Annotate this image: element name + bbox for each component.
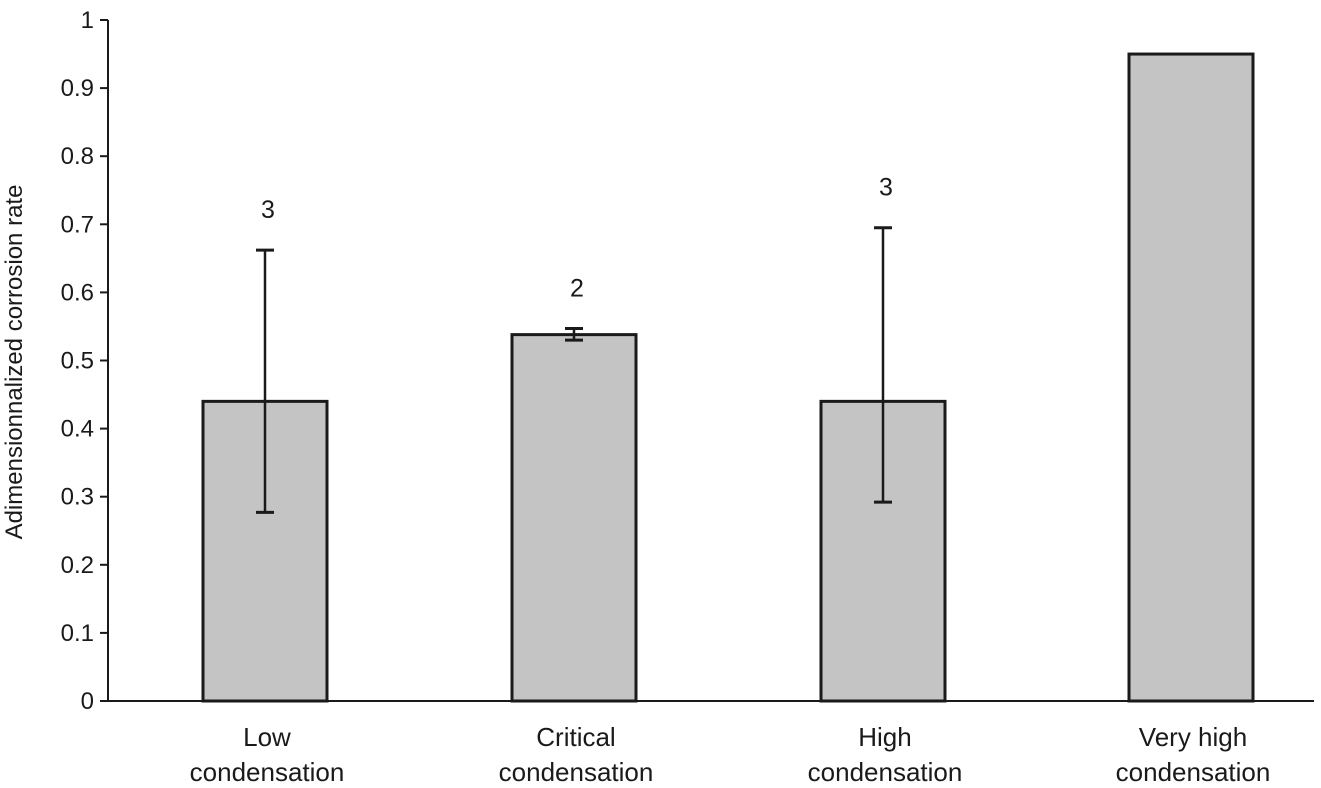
y-tick-label: 0.2 (61, 552, 94, 579)
y-tick-label: 0.6 (61, 279, 94, 306)
y-tick-label: 0.5 (61, 348, 94, 375)
x-category-label: High (858, 722, 911, 752)
bars (201, 52, 1255, 703)
x-category-label: condensation (190, 757, 345, 787)
bar-annotation: 3 (879, 174, 893, 202)
error-bars (256, 226, 892, 514)
x-category-label: condensation (1116, 757, 1271, 787)
y-tick-label: 1 (81, 7, 94, 34)
bar-annotation: 3 (261, 196, 275, 224)
x-category-label: Low (243, 722, 291, 752)
y-axis-ticks: 0 0.1 0.2 0.3 0.4 0.5 0.6 0.7 0.8 0.9 1 (61, 7, 108, 715)
y-tick-label: 0.3 (61, 484, 94, 511)
x-category-label: Very high (1139, 722, 1247, 752)
bar-annotations: 3 2 3 (261, 174, 893, 303)
bar-annotation: 2 (570, 274, 584, 302)
x-axis-categories: Low condensation Critical condensation High c… (190, 722, 1271, 787)
y-tick-label: 0.4 (61, 416, 94, 443)
x-category-label: Critical (536, 722, 615, 752)
y-axis-title: Adimensionnalized corrosion rate (1, 185, 28, 540)
y-tick-label: 0 (81, 688, 94, 715)
x-category-label: condensation (499, 757, 654, 787)
bar (1127, 52, 1255, 703)
y-tick-label: 0.1 (61, 620, 94, 647)
y-tick-label: 0.7 (61, 211, 94, 238)
bar (510, 333, 638, 703)
y-tick-label: 0.9 (61, 75, 94, 102)
x-category-label: condensation (808, 757, 963, 787)
y-tick-label: 0.8 (61, 143, 94, 170)
